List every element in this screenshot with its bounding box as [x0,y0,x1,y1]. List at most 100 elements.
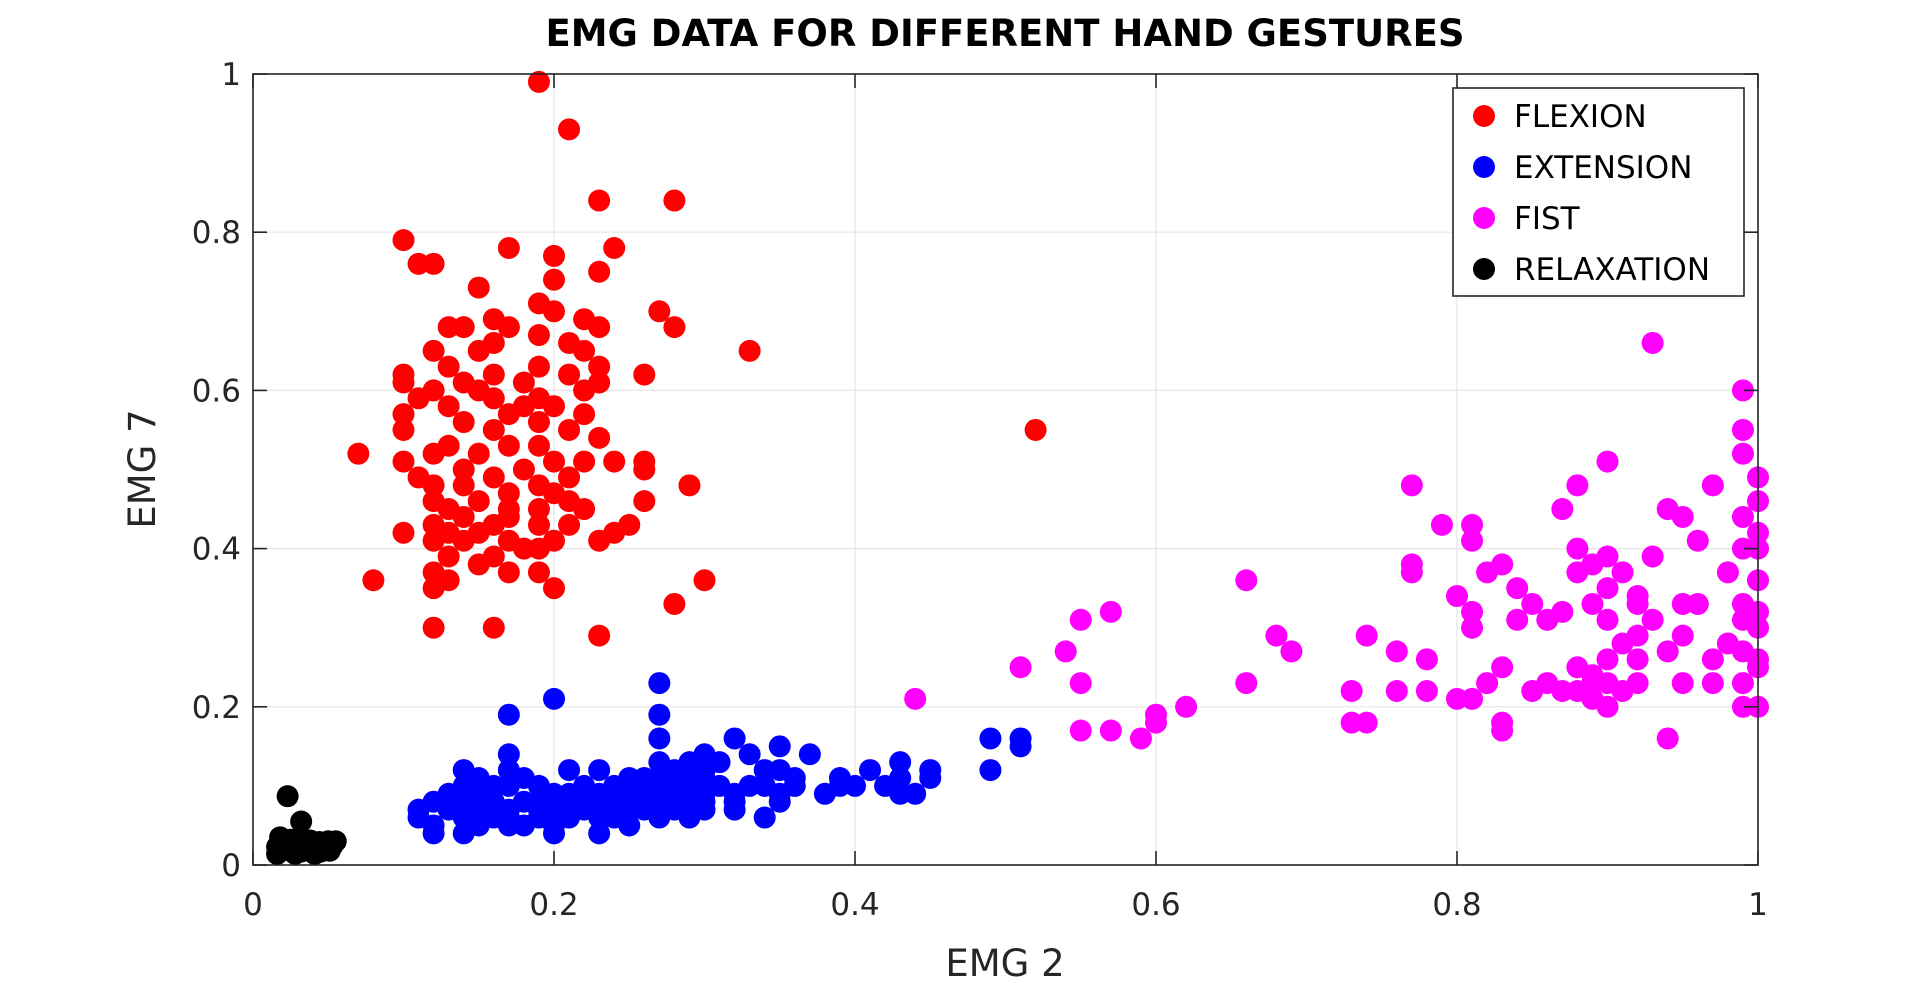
data-point [723,727,746,750]
data-point [1701,648,1724,671]
data-point [276,785,299,808]
data-point [1129,727,1152,750]
y-axis-title: EMG 7 [121,409,164,528]
data-point [1355,711,1378,734]
legend-marker [1473,207,1495,229]
data-point [437,395,460,418]
series-relaxation [266,785,347,865]
data-point [482,363,505,386]
data-point [1566,537,1589,560]
data-point [1355,624,1378,647]
data-point [1596,648,1619,671]
data-point [452,505,475,528]
data-point [482,466,505,489]
data-point [497,237,520,260]
data-point [919,766,942,789]
data-point [1641,608,1664,631]
data-point [1461,687,1484,710]
data-point [558,363,581,386]
legend-box [1452,87,1745,297]
y-tick-label: 1 [221,57,241,93]
data-point [723,798,746,821]
data-point [1280,640,1303,663]
data-point [979,727,1002,750]
data-point [1400,474,1423,497]
x-tick-label: 0 [243,887,263,923]
data-point [1446,687,1468,710]
data-point [497,703,520,726]
data-point [1385,640,1408,663]
data-point [1506,577,1529,600]
data-point [1340,679,1363,702]
data-point [392,450,415,473]
data-point [1551,679,1574,702]
data-point [813,782,836,805]
data-point [603,237,626,260]
data-point [1641,545,1664,568]
legend-marker [1473,105,1495,127]
data-point [497,316,520,339]
data-point [753,759,776,782]
data-point [1446,585,1468,608]
data-point [527,561,550,584]
legend-label: EXTENSION [1514,150,1692,186]
data-point [467,553,490,576]
data-point [753,806,776,829]
data-point [527,411,550,434]
data-point [768,735,791,758]
data-point [1099,719,1122,742]
data-point [1686,592,1709,615]
data-point [497,743,520,766]
data-point [1385,679,1408,702]
legend: FLEXION EXTENSION FIST RELAXATION [1452,87,1745,297]
data-point [558,118,581,141]
data-point [678,474,701,497]
data-point [1175,695,1198,718]
data-point [1235,569,1258,592]
data-point [543,268,565,291]
data-point [1611,561,1634,584]
data-point [738,743,761,766]
data-point [467,442,490,465]
data-point [558,418,581,441]
data-point [543,822,565,845]
data-point [1536,608,1559,631]
data-point [573,403,596,426]
data-point [1731,418,1754,441]
data-point [422,529,445,552]
data-point [266,842,289,865]
data-point [422,339,445,362]
data-point [1340,711,1363,734]
data-point [497,814,520,837]
data-point [663,592,686,615]
data-point [422,616,445,639]
data-point [1656,727,1679,750]
data-point [512,371,535,394]
data-point [527,498,550,521]
data-point [422,252,445,275]
data-point [1566,561,1589,584]
data-point [527,324,550,347]
data-point [1009,656,1032,679]
data-point [558,759,581,782]
data-point [588,806,611,829]
data-point [452,458,475,481]
data-point [303,842,326,865]
chart-title: EMG DATA FOR DIFFERENT HAND GESTURES [545,12,1464,55]
data-point [1596,608,1619,631]
data-point [482,387,505,410]
data-point [1430,513,1453,536]
data-point [1731,379,1754,402]
legend-label: FLEXION [1514,99,1647,135]
data-point [392,229,415,252]
data-point [588,529,611,552]
data-point [1701,474,1724,497]
data-point [497,403,520,426]
data-point [573,339,596,362]
data-point [392,371,415,394]
data-point [527,513,550,536]
data-point [1491,656,1514,679]
data-point [1731,442,1754,465]
data-point [527,434,550,457]
y-tick-label: 0.2 [192,690,241,726]
